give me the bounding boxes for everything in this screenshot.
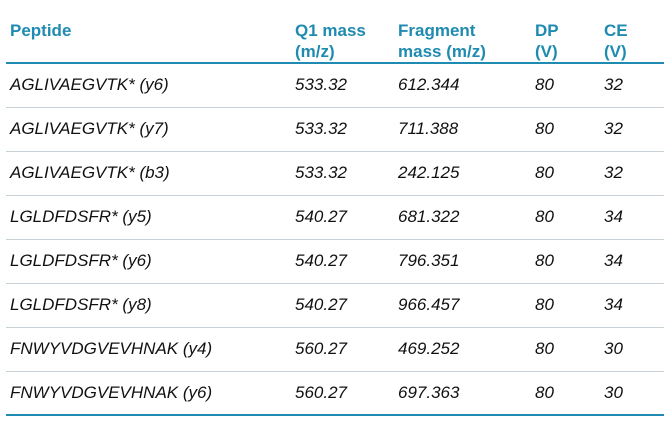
cell-peptide: LGLDFDSFR* (y8) <box>10 295 152 314</box>
cell-fragment-mass: 469.252 <box>398 339 460 358</box>
cell-q1-mass: 540.27 <box>295 295 347 314</box>
header-q1-mass: Q1 mass (m/z) <box>291 8 394 63</box>
table-row: LGLDFDSFR* (y5) 540.27 681.322 80 34 <box>6 195 664 239</box>
cell-ce: 34 <box>604 207 623 226</box>
table-row: AGLIVAEGVTK* (y7) 533.32 711.388 80 32 <box>6 107 664 151</box>
cell-fragment-mass: 242.125 <box>398 163 460 182</box>
cell-fragment-mass: 796.351 <box>398 251 460 270</box>
header-ce-line2: (V) <box>604 42 627 61</box>
cell-q1-mass: 560.27 <box>295 382 347 402</box>
table-body: AGLIVAEGVTK* (y6) 533.32 612.344 80 32 A… <box>6 63 664 415</box>
header-row: Peptide Q1 mass (m/z) Fragment mass (m/z… <box>6 8 664 63</box>
cell-dp: 80 <box>535 251 554 270</box>
cell-ce: 32 <box>604 163 623 182</box>
cell-q1-mass: 533.32 <box>295 163 347 182</box>
header-q1-line2: (m/z) <box>295 42 335 61</box>
table-row: LGLDFDSFR* (y8) 540.27 966.457 80 34 <box>6 283 664 327</box>
cell-fragment-mass: 711.388 <box>398 119 459 138</box>
cell-fragment-mass: 612.344 <box>398 75 460 95</box>
cell-fragment-mass: 697.363 <box>398 382 460 402</box>
cell-dp: 80 <box>535 119 554 138</box>
cell-fragment-mass: 966.457 <box>398 295 460 314</box>
header-peptide-label: Peptide <box>10 21 72 40</box>
peptide-transition-table-container: Peptide Q1 mass (m/z) Fragment mass (m/z… <box>6 8 664 416</box>
cell-q1-mass: 533.32 <box>295 75 347 95</box>
table-row: FNWYVDGVEVHNAK (y6) 560.27 697.363 80 30 <box>6 371 664 415</box>
table-header: Peptide Q1 mass (m/z) Fragment mass (m/z… <box>6 8 664 63</box>
header-q1-line1: Q1 mass <box>295 21 366 40</box>
cell-q1-mass: 560.27 <box>295 339 347 358</box>
cell-ce: 34 <box>604 295 623 314</box>
cell-dp: 80 <box>535 163 554 182</box>
table-row: FNWYVDGVEVHNAK (y4) 560.27 469.252 80 30 <box>6 327 664 371</box>
cell-peptide: FNWYVDGVEVHNAK (y4) <box>10 339 213 358</box>
peptide-transition-table: Peptide Q1 mass (m/z) Fragment mass (m/z… <box>6 8 664 416</box>
table-row: AGLIVAEGVTK* (b3) 533.32 242.125 80 32 <box>6 151 664 195</box>
cell-q1-mass: 540.27 <box>295 207 347 226</box>
cell-peptide: AGLIVAEGVTK* (b3) <box>10 163 170 182</box>
cell-peptide: AGLIVAEGVTK* (y6) <box>10 75 169 95</box>
header-fragment-mass: Fragment mass (m/z) <box>394 8 531 63</box>
cell-dp: 80 <box>535 382 554 402</box>
cell-ce: 32 <box>604 119 623 138</box>
table-row: LGLDFDSFR* (y6) 540.27 796.351 80 34 <box>6 239 664 283</box>
cell-fragment-mass: 681.322 <box>398 207 460 226</box>
cell-ce: 30 <box>604 382 623 402</box>
cell-ce: 30 <box>604 339 623 358</box>
header-frag-line2: mass (m/z) <box>398 42 486 61</box>
cell-dp: 80 <box>535 339 554 358</box>
header-dp-line1: DP <box>535 21 559 40</box>
cell-dp: 80 <box>535 207 554 226</box>
header-dp: DP (V) <box>531 8 600 63</box>
cell-q1-mass: 540.27 <box>295 251 347 270</box>
cell-ce: 32 <box>604 75 623 95</box>
cell-peptide: AGLIVAEGVTK* (y7) <box>10 119 169 138</box>
cell-dp: 80 <box>535 75 554 95</box>
cell-q1-mass: 533.32 <box>295 119 347 138</box>
cell-ce: 34 <box>604 251 623 270</box>
header-peptide: Peptide <box>6 8 291 63</box>
header-ce-line1: CE <box>604 21 628 40</box>
header-dp-line2: (V) <box>535 42 558 61</box>
cell-peptide: LGLDFDSFR* (y5) <box>10 207 152 226</box>
cell-peptide: FNWYVDGVEVHNAK (y6) <box>10 382 213 402</box>
cell-peptide: LGLDFDSFR* (y6) <box>10 251 152 270</box>
cell-dp: 80 <box>535 295 554 314</box>
header-frag-line1: Fragment <box>398 21 476 40</box>
table-row: AGLIVAEGVTK* (y6) 533.32 612.344 80 32 <box>6 63 664 107</box>
header-ce: CE (V) <box>600 8 664 63</box>
